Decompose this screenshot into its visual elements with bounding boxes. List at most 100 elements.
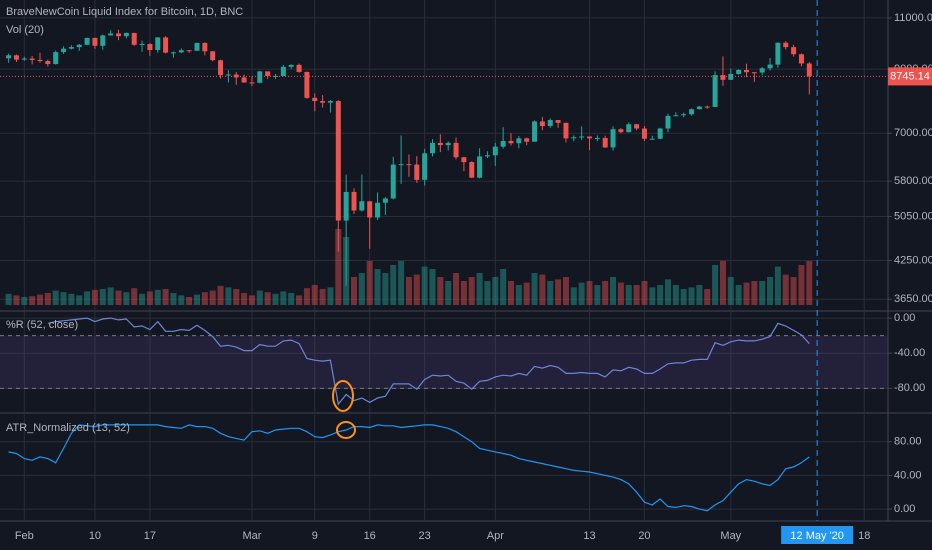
candle-body: [469, 162, 475, 178]
volume-bar: [241, 293, 248, 305]
candle-body: [492, 146, 498, 156]
annotation-circle: [332, 380, 354, 412]
candle-body: [791, 47, 797, 55]
candle-body: [406, 164, 412, 166]
volume-bar: [115, 290, 122, 305]
band-fill: [0, 335, 888, 389]
volume-bar: [209, 290, 216, 305]
volume-bar: [468, 277, 475, 305]
candle-body: [241, 77, 247, 83]
candle-body: [186, 50, 192, 52]
volume-bar: [641, 281, 648, 305]
volume-bar: [154, 289, 161, 305]
volume-bar: [405, 277, 412, 305]
x-tick-label: May: [720, 530, 741, 542]
candle-body: [571, 137, 577, 139]
volume-bar: [798, 265, 805, 305]
candle-body: [273, 75, 278, 77]
volume-bar: [688, 287, 695, 305]
y-tick-label: 0.00: [894, 312, 915, 324]
candle-body: [587, 136, 592, 139]
y-tick-label: 5800.00: [894, 175, 932, 187]
candle-body: [602, 137, 608, 148]
y-tick-label: 5050.00: [894, 210, 932, 222]
volume-bar: [107, 287, 114, 305]
volume-bar: [453, 273, 460, 305]
volume-bar: [217, 285, 224, 305]
x-tick-label: 12 May '20: [790, 530, 843, 542]
volume-bar: [37, 294, 43, 305]
candle-body: [320, 101, 326, 103]
candle-body: [84, 37, 90, 45]
x-tick-label: 9: [312, 530, 318, 542]
volume-bar: [774, 266, 781, 305]
volume-bar: [751, 281, 758, 305]
candle-body: [202, 42, 208, 52]
volume-bar: [335, 229, 342, 305]
volume-bar: [99, 289, 106, 305]
volume-bar: [484, 281, 491, 305]
candle-body: [783, 42, 789, 48]
x-tick-label: 13: [583, 530, 595, 542]
volume-bar: [719, 261, 726, 305]
volume-bar: [52, 290, 59, 305]
y-tick-label: 7000.00: [894, 127, 932, 139]
candle-body: [178, 50, 184, 53]
volume-bar: [743, 282, 750, 305]
volume-bar: [547, 281, 554, 305]
volume-bar: [508, 281, 514, 305]
volume-bar: [672, 285, 679, 305]
candle-body: [461, 157, 467, 163]
candle-body: [673, 115, 679, 117]
volume-bar: [303, 288, 310, 305]
x-tick-label: 20: [638, 530, 650, 542]
candle-body: [53, 52, 59, 65]
volume-bar: [413, 274, 420, 305]
volume-bar: [91, 289, 98, 305]
candle-body: [351, 191, 357, 211]
candle-body: [437, 142, 443, 146]
candle-body: [712, 75, 718, 107]
x-tick-label: Feb: [15, 530, 34, 542]
volume-bar: [586, 281, 593, 305]
candle-body: [563, 122, 569, 139]
candle-body: [547, 120, 553, 127]
volume-bar: [139, 293, 146, 305]
candle-body: [626, 124, 632, 133]
candle-body: [728, 73, 734, 80]
candle-body: [21, 58, 27, 60]
candle-body: [155, 37, 161, 50]
volume-bar: [562, 277, 569, 305]
candle-body: [304, 71, 310, 98]
volume-bar: [735, 285, 742, 305]
x-tick-label: Mar: [242, 530, 261, 542]
volume-bar: [727, 277, 734, 305]
volume-bar: [327, 287, 334, 305]
y-tick-label: -80.00: [894, 382, 925, 394]
volume-bar: [146, 291, 153, 305]
last-price-box: [888, 67, 932, 86]
candle-body: [327, 101, 333, 103]
indicator-line: [8, 424, 810, 512]
candle-body: [225, 74, 231, 76]
panel-title: %R (52, close): [6, 319, 78, 331]
candle-body: [210, 51, 216, 61]
volume-bar: [225, 287, 232, 305]
candle-body: [233, 74, 239, 78]
candle-body: [390, 164, 396, 199]
volume-bar: [421, 266, 428, 305]
volume-bar: [437, 277, 444, 305]
candle-body: [484, 155, 490, 157]
y-tick-label: 3650.00: [894, 293, 932, 305]
x-tick-label: 18: [858, 530, 870, 542]
volume-bar: [319, 289, 326, 305]
axis-layer: Feb 10 17 Mar 9 16 23 Apr 13 20 May 12 May '20 18 365…: [15, 0, 932, 544]
x-tick-label: 17: [144, 530, 156, 542]
volume-bar: [84, 291, 91, 305]
candle-body: [555, 120, 561, 123]
grid-layer: [0, 0, 888, 520]
volume-bar: [272, 293, 279, 305]
candle-body: [751, 72, 757, 74]
volume-bar: [696, 285, 703, 305]
